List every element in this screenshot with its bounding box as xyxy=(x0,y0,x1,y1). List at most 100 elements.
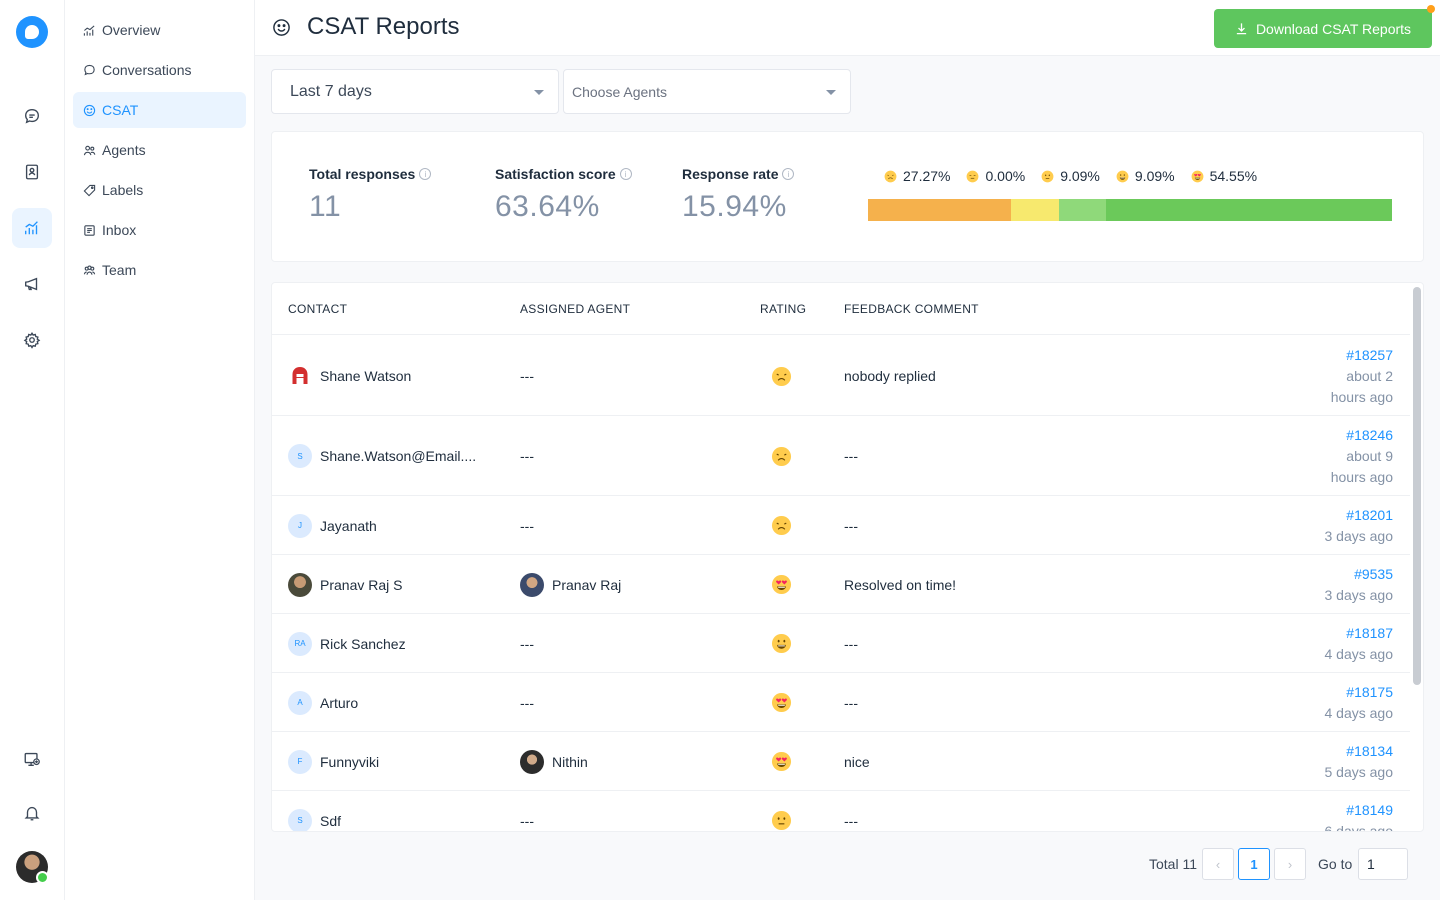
conversation-link[interactable]: #18257 xyxy=(1346,346,1393,363)
table-row[interactable]: A Arturo --- --- #18175 4 days ago xyxy=(272,673,1410,732)
contact-name[interactable]: Pranav Raj S xyxy=(320,576,403,593)
conversation-time: hours ago xyxy=(1330,388,1393,405)
contact-cell[interactable]: S Sdf xyxy=(288,808,342,831)
reports-nav-icon[interactable] xyxy=(12,208,52,248)
conversation-link[interactable]: #9535 xyxy=(1354,565,1393,582)
agents-select[interactable]: Choose Agents xyxy=(563,69,851,114)
conversation-time: 4 days ago xyxy=(1324,645,1394,662)
table-row[interactable]: S Shane.Watson@Email.... --- --- #18246 about… xyxy=(272,416,1410,496)
table-row[interactable]: Pranav Raj S Pranav Raj Resolved on time! #… xyxy=(272,555,1410,614)
chevron-down-icon xyxy=(534,90,544,95)
subnav-item-label: CSAT xyxy=(102,102,139,118)
metric-label: Total responses xyxy=(309,166,416,182)
subnav-item-labels[interactable]: Labels xyxy=(73,172,246,208)
neutral-emoji-icon xyxy=(1041,170,1054,183)
smile-icon xyxy=(273,19,290,36)
page-button-current[interactable]: 1 xyxy=(1238,848,1270,880)
date-range-select[interactable]: Last 7 days xyxy=(271,69,559,114)
notifications-bell-icon[interactable] xyxy=(12,793,52,833)
table-scrollbar[interactable] xyxy=(1413,287,1421,685)
smile-icon xyxy=(83,104,96,117)
main-content: CSAT Reports Download CSAT Reports Last … xyxy=(255,0,1440,900)
conversation-meta: #18134 5 days ago xyxy=(1325,741,1394,783)
conversation-meta: #18149 6 days ago xyxy=(1325,800,1394,832)
rating-percentage: 27.27% xyxy=(903,168,951,184)
contact-cell[interactable]: A Arturo xyxy=(288,690,359,715)
metric-value: 15.94% xyxy=(682,190,787,223)
conversation-link[interactable]: #18246 xyxy=(1346,426,1393,443)
subnav-item-label: Agents xyxy=(102,142,146,158)
rating-legend-item: 27.27% xyxy=(884,168,950,184)
contact-name[interactable]: Rick Sanchez xyxy=(320,635,406,652)
table-row[interactable]: J Jayanath --- --- #18201 3 days ago xyxy=(272,496,1410,555)
contact-avatar: A xyxy=(288,690,312,715)
conversation-meta: #18175 4 days ago xyxy=(1325,682,1394,724)
conversation-time: hours ago xyxy=(1330,468,1393,485)
agent-cell: Pranav Raj xyxy=(520,572,621,597)
contact-cell[interactable]: F Funnyviki xyxy=(288,749,380,774)
info-icon[interactable]: i xyxy=(782,168,795,180)
contact-name[interactable]: Arturo xyxy=(320,694,359,711)
agent-cell: Nithin xyxy=(520,749,588,774)
table-row[interactable]: Shane Watson --- nobody replied #18257 about… xyxy=(272,336,1410,416)
page-header: CSAT Reports Download CSAT Reports xyxy=(255,0,1440,56)
subnav-item-csat[interactable]: CSAT xyxy=(73,92,246,128)
help-center-nav-icon[interactable] xyxy=(12,739,52,779)
pagination-total: Total 11 xyxy=(1149,856,1197,872)
contact-cell[interactable]: RA Rick Sanchez xyxy=(288,631,406,656)
conversation-time: about 9 xyxy=(1346,447,1393,464)
conversation-link[interactable]: #18134 xyxy=(1346,742,1393,759)
conversation-link[interactable]: #18187 xyxy=(1346,624,1393,641)
download-csat-button[interactable]: Download CSAT Reports xyxy=(1214,9,1432,48)
subnav-item-agents[interactable]: Agents xyxy=(73,132,246,168)
agent-name: --- xyxy=(520,694,534,711)
chevron-left-icon: ‹ xyxy=(1215,856,1221,872)
subnav-item-inbox[interactable]: Inbox xyxy=(73,212,246,248)
app-logo[interactable] xyxy=(16,16,48,48)
subnav-item-label: Overview xyxy=(102,22,161,38)
info-icon[interactable]: i xyxy=(419,168,432,180)
contact-name[interactable]: Shane.Watson@Email.... xyxy=(320,448,477,464)
agent-name: --- xyxy=(520,448,534,464)
agent-cell: --- xyxy=(520,514,534,538)
rating-percentage: 0.00% xyxy=(985,168,1026,184)
next-page-button[interactable]: › xyxy=(1274,848,1306,880)
team-icon xyxy=(83,264,96,277)
info-icon[interactable]: i xyxy=(619,168,632,180)
prev-page-button[interactable]: ‹ xyxy=(1202,848,1234,880)
table-row[interactable]: RA Rick Sanchez --- --- #18187 4 days ago xyxy=(272,614,1410,673)
goto-page-input[interactable]: 1 xyxy=(1358,848,1408,880)
disappointed-emoji-icon xyxy=(771,366,792,386)
contact-avatar: S xyxy=(288,808,312,831)
conversation-link[interactable]: #18149 xyxy=(1346,801,1393,818)
contact-cell[interactable]: Pranav Raj S xyxy=(288,572,403,597)
contacts-nav-icon[interactable] xyxy=(12,152,52,192)
settings-nav-icon[interactable] xyxy=(12,320,52,360)
contact-cell[interactable]: Shane Watson xyxy=(288,364,411,388)
agent-cell: --- xyxy=(520,809,534,832)
table-row[interactable]: S Sdf --- --- #18149 6 days ago xyxy=(272,791,1410,832)
user-avatar[interactable] xyxy=(16,851,49,884)
subnav-item-conversations[interactable]: Conversations xyxy=(73,52,246,88)
heart-eyes-emoji-icon xyxy=(771,692,792,713)
metric-total-responses: Total responses i 11 xyxy=(309,166,432,224)
heart-eyes-emoji-icon xyxy=(771,751,792,772)
contact-name[interactable]: Funnyviki xyxy=(320,753,380,770)
campaigns-nav-icon[interactable] xyxy=(12,264,52,304)
conversation-time: 5 days ago xyxy=(1324,763,1394,780)
conversation-link[interactable]: #18201 xyxy=(1346,506,1393,523)
contact-name[interactable]: Sdf xyxy=(320,812,342,829)
subnav-item-overview[interactable]: Overview xyxy=(73,12,246,48)
conversation-link[interactable]: #18175 xyxy=(1346,683,1393,700)
contact-cell[interactable]: J Jayanath xyxy=(288,513,377,538)
chart-icon xyxy=(83,24,96,37)
grinning-emoji-icon xyxy=(1116,170,1129,183)
conversations-nav-icon[interactable] xyxy=(12,96,52,136)
contact-name[interactable]: Jayanath xyxy=(320,517,377,534)
contact-avatar xyxy=(288,364,312,388)
contact-cell[interactable]: S Shane.Watson@Email.... xyxy=(288,444,476,468)
contact-name[interactable]: Shane Watson xyxy=(320,368,412,384)
chevron-right-icon: › xyxy=(1287,856,1293,872)
subnav-item-team[interactable]: Team xyxy=(73,252,246,288)
table-row[interactable]: F Funnyviki Nithin nice #18134 5 days ago xyxy=(272,732,1410,791)
